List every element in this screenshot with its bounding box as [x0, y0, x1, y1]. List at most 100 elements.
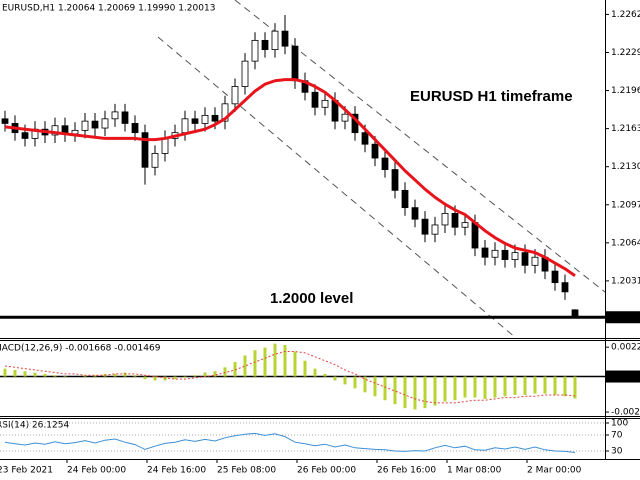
candle-body [381, 157, 389, 170]
macd-bar [553, 376, 557, 395]
y-tick-label: 1.21635 [611, 124, 640, 134]
macd-bar [273, 343, 277, 377]
y-tick-label: 1.20315 [611, 276, 640, 286]
candle-body [501, 249, 509, 260]
candle-body [261, 39, 269, 51]
macd-bar [263, 347, 267, 377]
macd-bar [483, 376, 487, 399]
candle-body [281, 30, 289, 47]
macd-bar [213, 371, 217, 377]
x-tick-label: 26 Feb 00:00 [297, 466, 356, 476]
macd-bar [393, 376, 397, 405]
macd-bar [543, 376, 547, 394]
y-tick-label: 1.20645 [611, 238, 640, 248]
macd-bar [313, 368, 317, 377]
annotation: EURUSD H1 timeframe [410, 88, 573, 105]
candle-body [81, 120, 89, 131]
level-label-box [606, 311, 640, 324]
y-tick-label: 1.21305 [611, 162, 640, 172]
macd-bar [153, 376, 157, 381]
x-tick-label: 25 Feb 08:00 [217, 466, 276, 476]
candle-body [321, 99, 329, 108]
candle-body [1, 118, 9, 124]
macd-bar [563, 376, 567, 397]
macd-bar [353, 376, 357, 389]
macd-bar [433, 376, 437, 406]
candle-body [371, 143, 379, 159]
macd-bar [293, 351, 297, 377]
macd-bar [133, 375, 137, 377]
y-tick-label: 1.20975 [611, 200, 640, 210]
x-tick-label: 23 Feb 2021 [0, 466, 53, 476]
candle-body [241, 60, 249, 87]
candle-body [151, 153, 159, 168]
macd-bar [143, 376, 147, 380]
candle-body [271, 30, 279, 51]
moving-average [4, 78, 576, 277]
candle-body [391, 169, 399, 191]
y-tick-label: 100 [611, 419, 628, 429]
macd-bar [473, 376, 477, 398]
macd-bar [233, 362, 237, 377]
y-tick-label: 30 [611, 447, 623, 457]
candle-body [521, 252, 529, 266]
macd-bar [43, 373, 47, 377]
macd-bar [533, 376, 537, 394]
x-tick-label: 24 Feb 00:00 [67, 466, 126, 476]
macd-bar [363, 376, 367, 393]
macd-bar [383, 376, 387, 401]
candle-body [91, 120, 99, 129]
candle-body [471, 222, 479, 249]
candle-body [311, 91, 319, 108]
candle-body [21, 132, 29, 139]
candle-body [421, 218, 429, 235]
candle-body [211, 114, 219, 122]
x-tick-label: 2 Mar 00:00 [527, 466, 582, 476]
candle-body [511, 252, 519, 260]
macd-bar [283, 344, 287, 377]
candle-body [451, 213, 459, 228]
candle-body [191, 118, 199, 124]
candle-body [121, 111, 129, 124]
candle-body [141, 132, 149, 168]
macd-bar [453, 376, 457, 401]
candle-body [111, 111, 119, 120]
candle-body [561, 282, 569, 293]
y-tick-label: 0.00 [608, 372, 628, 382]
candle-body [231, 86, 239, 105]
macd-bar [203, 372, 207, 377]
level-label: 1.20000 [608, 313, 640, 323]
macd-bar [33, 372, 37, 377]
candle-body [361, 132, 369, 145]
y-tick-label: 1.22295 [611, 48, 640, 58]
rsi-title: RSI(14) 26.1254 [0, 421, 69, 431]
x-tick-label: 1 Mar 08:00 [447, 466, 502, 476]
macd-bar [3, 368, 7, 377]
series-line [4, 432, 576, 454]
candle-body [291, 45, 299, 82]
candle-body [551, 270, 559, 284]
macd-bar [443, 376, 447, 402]
macd-bar [323, 373, 327, 377]
macd-bar [83, 375, 87, 377]
x-tick-label: 26 Feb 16:00 [377, 466, 436, 476]
macd-bar [183, 376, 187, 378]
candle-body [411, 207, 419, 220]
macd-bar [493, 376, 497, 398]
candle-body [131, 123, 139, 134]
tick-label-box [606, 370, 640, 383]
macd-bar [413, 376, 417, 410]
candle-body [571, 309, 579, 317]
macd-bar [223, 367, 227, 377]
channel-lower [157, 36, 517, 339]
candle-body [481, 247, 489, 258]
macd-bar [53, 375, 57, 377]
y-tick-label: 0.00223 [611, 343, 640, 353]
candle-body [51, 125, 59, 136]
macd-bar [573, 376, 577, 399]
macd-bar [63, 375, 67, 377]
candle-body [461, 222, 469, 228]
macd-bar [503, 376, 507, 397]
